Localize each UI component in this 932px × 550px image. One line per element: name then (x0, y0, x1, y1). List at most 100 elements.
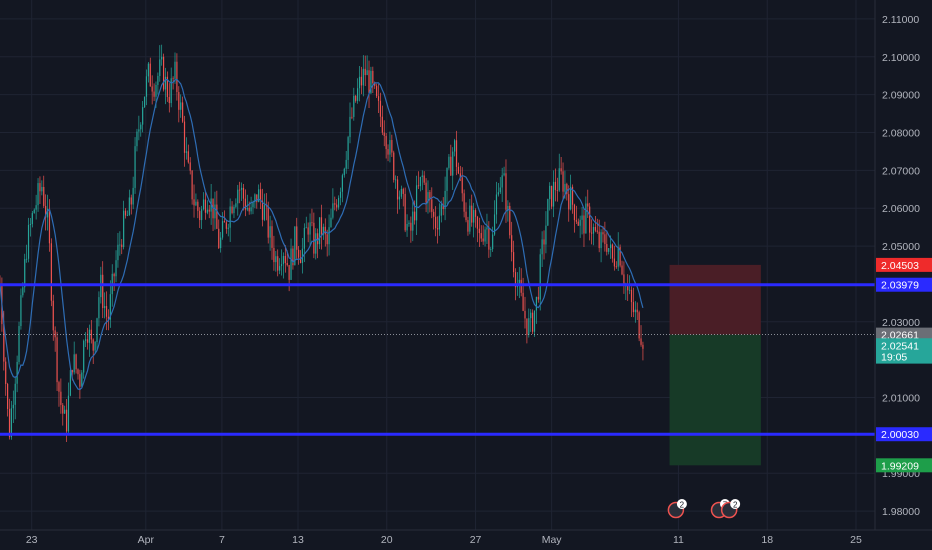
candle-body (347, 137, 349, 160)
candle-body (627, 285, 629, 291)
candle-body (556, 190, 558, 191)
candle-body (476, 216, 479, 229)
candle-body (598, 231, 600, 249)
candle-body (606, 244, 608, 252)
candle-body (151, 86, 153, 92)
time-axis-panel[interactable] (0, 530, 932, 550)
candle-body (425, 182, 427, 203)
candle-body (395, 179, 397, 181)
candle-body (52, 300, 54, 331)
candle-body (65, 409, 68, 432)
candle-body (105, 306, 108, 317)
price-tag-label: 2.04503 (881, 260, 919, 272)
candle-body (429, 192, 431, 200)
candle-body (560, 168, 562, 172)
position-tool[interactable] (669, 264, 761, 466)
candle-body (341, 175, 343, 192)
candle-body (414, 211, 416, 221)
candle-body (58, 382, 60, 392)
candle-body (8, 408, 11, 438)
candle-body (389, 140, 391, 155)
candle-body (488, 227, 490, 250)
candle-body (324, 226, 326, 235)
horizontal-lines[interactable] (0, 283, 875, 436)
event-marker-badge (730, 499, 741, 509)
candle-body (364, 68, 366, 76)
candle-body (71, 370, 73, 373)
event-markers[interactable]: 272 (667, 499, 741, 519)
candle-body (486, 227, 488, 230)
candle-body (575, 220, 577, 222)
candle-body (176, 61, 178, 93)
candle-body (554, 181, 557, 191)
candle-body (318, 217, 321, 245)
price-tag-label: 2.02541 (881, 340, 919, 352)
candle-body (282, 255, 285, 265)
candle-body (107, 316, 110, 320)
candle-body (317, 233, 319, 245)
candle-body (532, 312, 534, 332)
candle-body (396, 179, 399, 200)
candle-body (377, 96, 380, 101)
candle-body (98, 297, 100, 319)
candle-body (311, 222, 313, 224)
candle-body (467, 220, 469, 232)
candle-body (86, 339, 89, 343)
candle-body (199, 210, 201, 221)
candle-body (113, 273, 115, 277)
price-tick-label: 2.09000 (882, 90, 920, 102)
candle-body (552, 181, 555, 207)
candle-body (248, 207, 250, 212)
candle-body (277, 256, 279, 271)
candle-body (185, 151, 188, 153)
candle-body (499, 187, 501, 193)
price-tick-label: 1.98000 (882, 506, 920, 518)
candle-body (168, 97, 170, 104)
candle-body (581, 215, 583, 220)
candle-body (613, 258, 616, 267)
price-tags: 2.045032.039792.026612.0254119:052.00030… (876, 257, 932, 473)
candle-body (159, 59, 161, 76)
candle-body (551, 185, 553, 207)
candle-body (450, 156, 452, 176)
time-tick-label: 27 (470, 534, 482, 546)
candle-body (267, 206, 269, 238)
candle-body (216, 204, 218, 229)
candle-body (170, 78, 172, 104)
candle-body (35, 205, 37, 210)
event-marker-badge (676, 499, 687, 509)
candle-body (535, 296, 538, 311)
stop-loss-zone (669, 264, 761, 335)
time-tick-label: 11 (673, 534, 684, 546)
candle-body (134, 146, 136, 188)
candle-body (299, 257, 302, 263)
candle-body (431, 199, 433, 212)
candle-body (149, 63, 151, 87)
candle-body (543, 239, 545, 245)
candle-body (202, 199, 205, 210)
candle-body (564, 184, 566, 192)
candle-body (204, 199, 207, 213)
candle-body (147, 63, 149, 77)
candle-body (145, 76, 148, 97)
time-tick-label: 20 (381, 534, 393, 546)
time-tick-label: May (542, 534, 563, 546)
time-tick-label: 23 (26, 534, 38, 546)
candle-body (511, 235, 513, 253)
candle-body (410, 222, 412, 231)
candle-body (328, 227, 330, 245)
candle-body (583, 215, 585, 234)
candle-body (143, 96, 146, 108)
candle-body (22, 287, 24, 296)
candles (0, 44, 644, 443)
candle-body (417, 185, 420, 187)
candle-body (507, 205, 509, 210)
candle-body (345, 159, 347, 169)
candle-body (263, 205, 266, 220)
candle-body (41, 186, 43, 192)
candle-body (503, 173, 505, 176)
candle-body (482, 238, 484, 242)
candle-body (286, 263, 288, 266)
candle-body (193, 199, 195, 206)
